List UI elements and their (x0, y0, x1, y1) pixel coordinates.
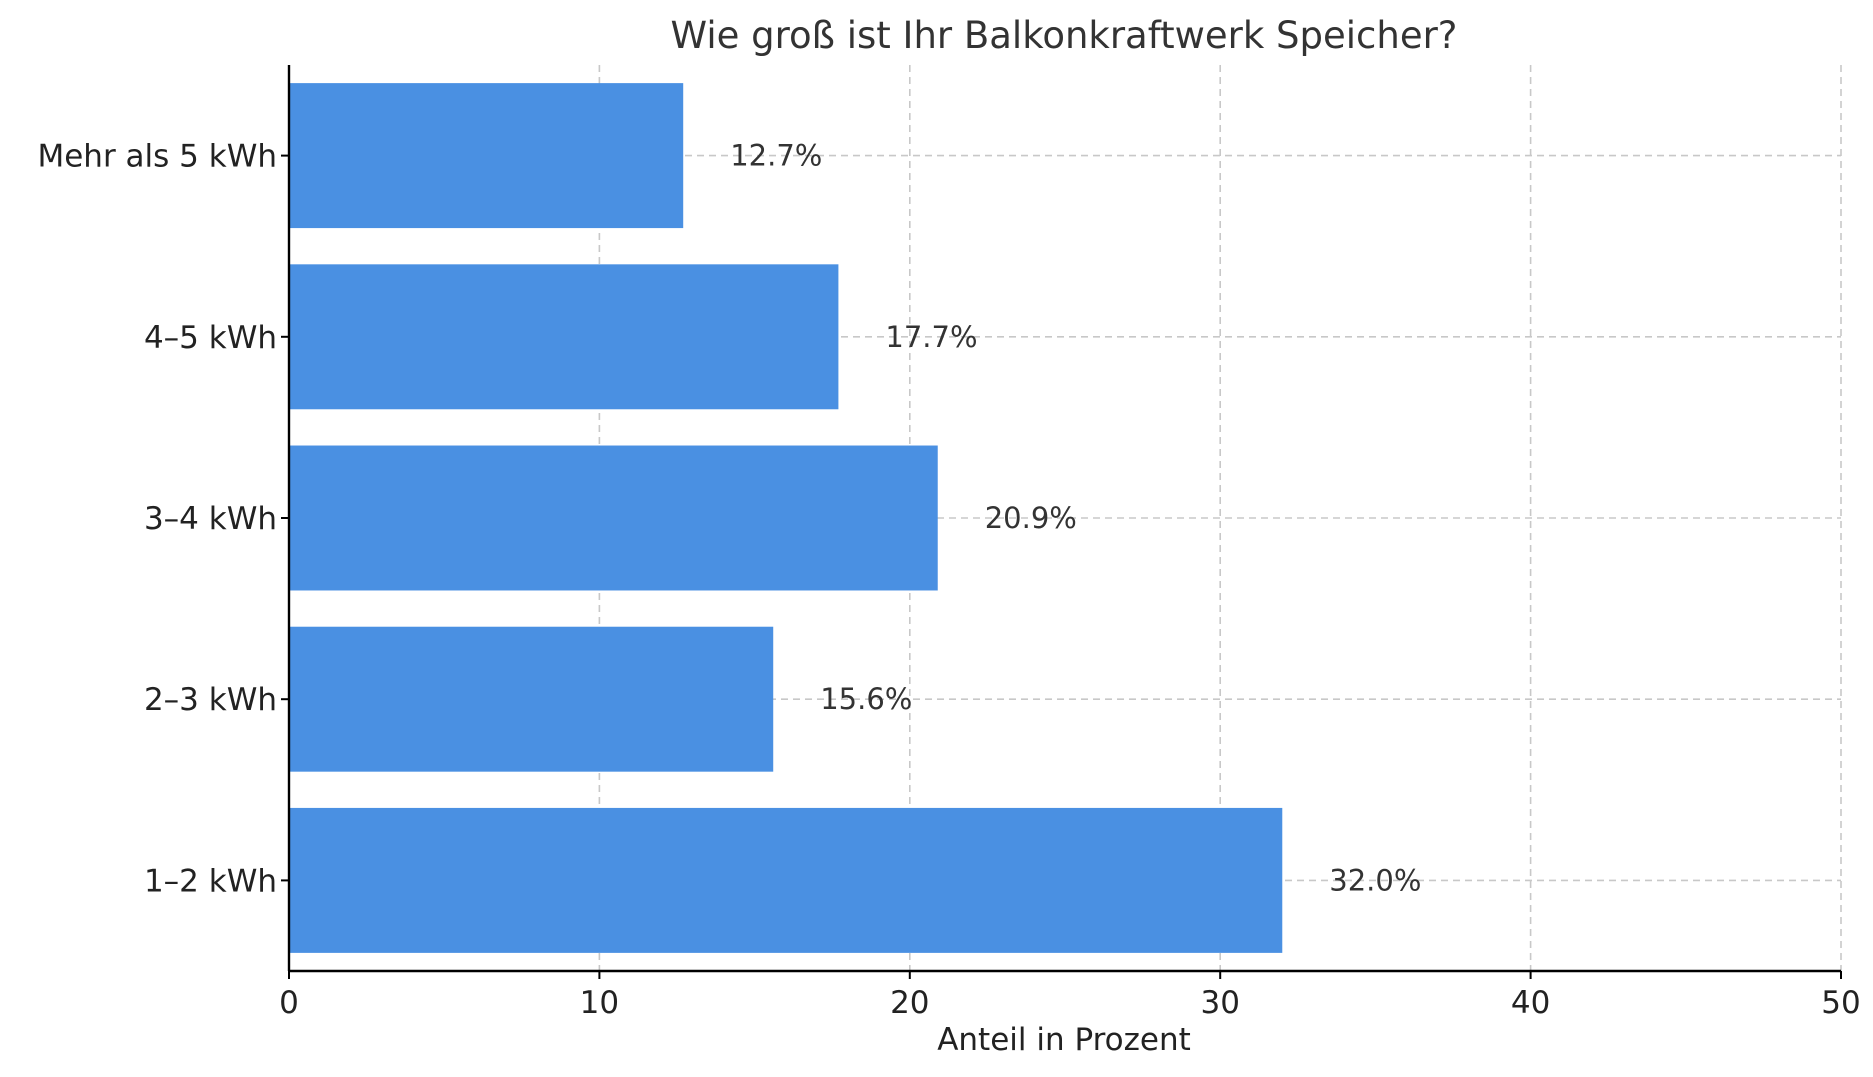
x-tick-label: 0 (279, 985, 299, 1021)
bar-data-label: 17.7% (885, 320, 977, 354)
x-tick-label: 40 (1511, 985, 1550, 1021)
bar-data-label: 12.7% (730, 139, 822, 173)
bar-data-label: 15.6% (820, 682, 912, 716)
y-tick-label: 2–3 kWh (144, 682, 277, 718)
y-tick-label: 3–4 kWh (144, 501, 277, 537)
bar-layer (289, 83, 1283, 953)
chart-title: Wie groß ist Ihr Balkonkraftwerk Speiche… (671, 14, 1458, 57)
x-tick-label: 10 (580, 985, 619, 1021)
x-tick-label: 20 (890, 985, 929, 1021)
bar (289, 807, 1283, 953)
bar (289, 83, 684, 229)
axis-layer: 0 10 20 30 40 50 1–2 kWh 2–3 kWh 3–4 kWh 4–5 kWh M… (37, 65, 1861, 1021)
x-tick-label: 30 (1200, 985, 1239, 1021)
y-tick-label: 4–5 kWh (144, 320, 277, 356)
label-layer: 32.0% 15.6% 20.9% 17.7% 12.7% (730, 139, 1421, 898)
bar-data-label: 20.9% (985, 501, 1077, 535)
bar (289, 445, 938, 591)
x-axis-label: Anteil in Prozent (937, 1022, 1191, 1058)
bar-data-label: 32.0% (1329, 863, 1421, 897)
bar (289, 264, 839, 410)
x-tick-label: 50 (1821, 985, 1860, 1021)
bar (289, 626, 774, 772)
y-tick-label: Mehr als 5 kWh (37, 139, 277, 175)
y-tick-label: 1–2 kWh (144, 863, 277, 899)
